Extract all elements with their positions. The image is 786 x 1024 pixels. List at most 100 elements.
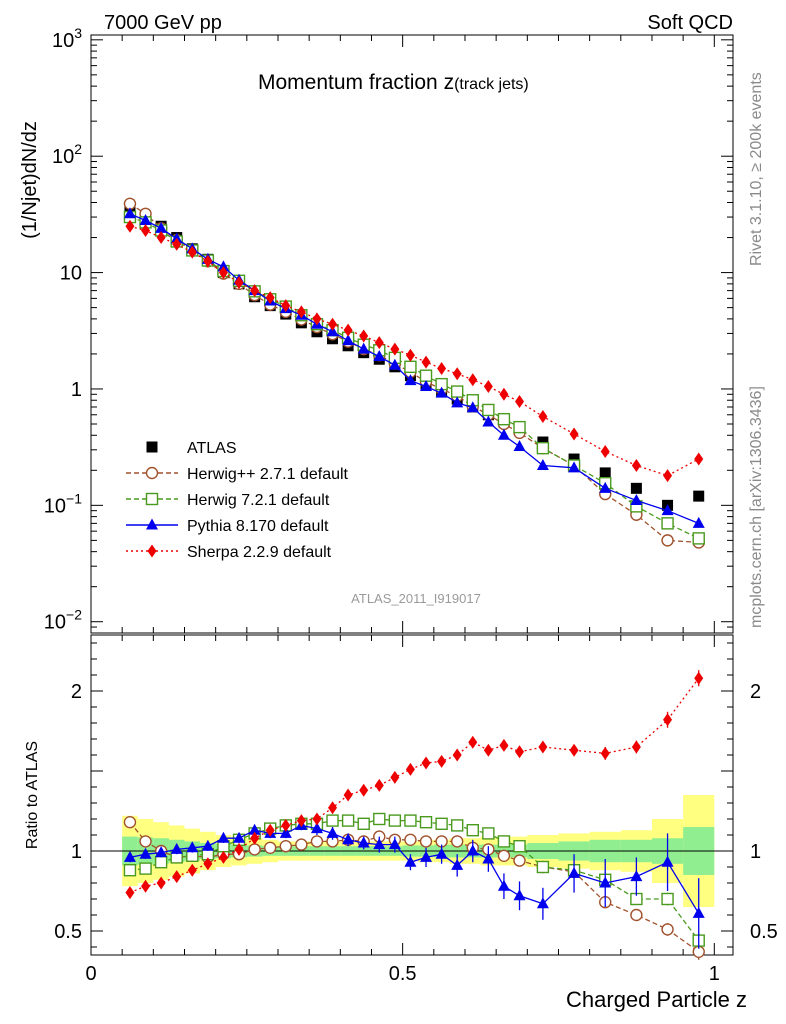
main-data-point xyxy=(466,401,479,413)
main-data-point xyxy=(139,214,152,226)
ratio-data-point xyxy=(437,754,447,768)
main-data-point xyxy=(692,516,705,528)
ratio-y-axis: 0.5 0.5 1 1 2 2 xyxy=(54,642,778,948)
main-data-point xyxy=(172,237,182,251)
ratio-data-point xyxy=(466,824,479,837)
ratio-y-tick-label-right: 1 xyxy=(750,841,761,863)
ratio-data-point xyxy=(536,897,549,909)
ratio-data-point xyxy=(279,826,292,838)
ratio-data-point xyxy=(569,743,579,757)
ratio-data-point xyxy=(600,746,610,760)
legend-marker xyxy=(147,544,157,558)
ratio-y-tick-label: 2 xyxy=(71,681,82,703)
ratio-data-point xyxy=(328,801,338,815)
ratio-data-point xyxy=(373,812,386,826)
ratio-data-point xyxy=(342,833,355,845)
ratio-data-point xyxy=(326,826,339,838)
main-data-point xyxy=(388,358,401,370)
main-y-tick-label: 1 xyxy=(71,379,82,401)
ratio-data-point xyxy=(141,879,151,893)
main-data-point xyxy=(312,312,322,326)
main-data-point xyxy=(435,386,448,398)
main-data-point xyxy=(692,532,705,545)
tick-exponent: 3 xyxy=(74,25,82,41)
tick-mantissa: 10 xyxy=(60,263,82,285)
ratio-data-point xyxy=(248,823,261,835)
ratio-data-point xyxy=(201,839,214,851)
main-data-point xyxy=(421,355,431,369)
main-data-point xyxy=(630,482,642,494)
plot-title-main: Momentum fraction z xyxy=(258,71,454,94)
main-data-point xyxy=(450,385,464,398)
main-data-point xyxy=(515,395,525,409)
main-data-point xyxy=(155,221,168,233)
main-data-point xyxy=(693,490,705,502)
ratio-data-point xyxy=(421,756,431,770)
ratio-data-point xyxy=(248,843,261,856)
ratio-data-point xyxy=(125,886,135,900)
main-data-point xyxy=(156,231,166,245)
ratio-y-label: Ratio to ATLAS xyxy=(24,741,41,849)
main-data-point xyxy=(419,369,433,382)
rivet-label: Rivet 3.1.10, ≥ 200k events xyxy=(748,72,765,266)
ratio-data-point xyxy=(661,855,674,867)
ratio-data-point xyxy=(450,819,464,832)
x-axis-label: Charged Particle z xyxy=(566,987,747,1012)
tick-exponent: −2 xyxy=(66,607,82,623)
main-data-point xyxy=(250,284,260,298)
ratio-data-point xyxy=(343,788,353,802)
ratio-y-tick-label-right: 2 xyxy=(750,681,761,703)
main-data-point xyxy=(599,467,611,479)
ratio-data-point xyxy=(513,854,526,867)
ratio-data-point xyxy=(295,838,308,851)
main-data-point xyxy=(497,412,511,426)
main-data-point xyxy=(630,494,643,506)
main-data-point xyxy=(125,219,135,233)
ratio-data-point xyxy=(123,816,137,829)
ratio-data-point xyxy=(388,838,401,850)
main-y-tick-label: 10 xyxy=(60,263,82,285)
main-data-point xyxy=(420,379,433,391)
ratio-data-point xyxy=(692,906,705,918)
ratio-frame xyxy=(90,634,734,956)
main-data-point xyxy=(497,428,510,440)
ratio-series-2 xyxy=(123,818,705,949)
legend-label: ATLAS xyxy=(187,440,237,457)
ratio-data-point xyxy=(139,847,152,859)
ratio-data-point xyxy=(435,817,448,830)
main-data-point xyxy=(536,441,550,455)
analysis-id: ATLAS_2011_I919017 xyxy=(351,591,481,606)
main-x-axis xyxy=(90,35,715,633)
main-y-tick-label: 10−1 xyxy=(44,490,82,517)
plot-title-sub: (track jets) xyxy=(454,76,529,93)
ratio-data-point xyxy=(203,857,213,871)
tick-mantissa: 10 xyxy=(44,495,66,517)
x-tick-label: 0.5 xyxy=(389,963,417,985)
ratio-data-point xyxy=(234,842,244,856)
ratio-data-point xyxy=(630,870,643,882)
main-data-point xyxy=(663,469,673,483)
main-data-point xyxy=(661,504,674,516)
ratio-data-point xyxy=(404,814,417,827)
legend-marker xyxy=(146,518,158,530)
ratio-data-point xyxy=(515,745,525,759)
ratio-panel: 0.5 0.51 12 2 0 0.5 1 Ratio to ATLAS Charged … xyxy=(24,634,778,1012)
main-data-point xyxy=(281,299,291,313)
ratio-data-point xyxy=(265,823,275,837)
legend-label: Pythia 8.170 default xyxy=(187,518,329,535)
ratio-data-point xyxy=(357,836,370,848)
main-data-point xyxy=(600,445,610,459)
ratio-data-point xyxy=(466,844,479,856)
ratio-data-point xyxy=(263,841,277,854)
main-data-point xyxy=(359,329,369,343)
ratio-data-point xyxy=(419,835,433,848)
legend-label: Sherpa 2.2.9 default xyxy=(187,544,332,561)
ratio-data-point xyxy=(156,876,166,890)
tick-mantissa: 1 xyxy=(71,379,82,401)
ratio-y-tick-label: 0.5 xyxy=(54,921,82,943)
ratio-series-line xyxy=(129,821,700,953)
main-y-tick-label: 102 xyxy=(52,141,82,168)
main-data-point xyxy=(468,373,478,387)
